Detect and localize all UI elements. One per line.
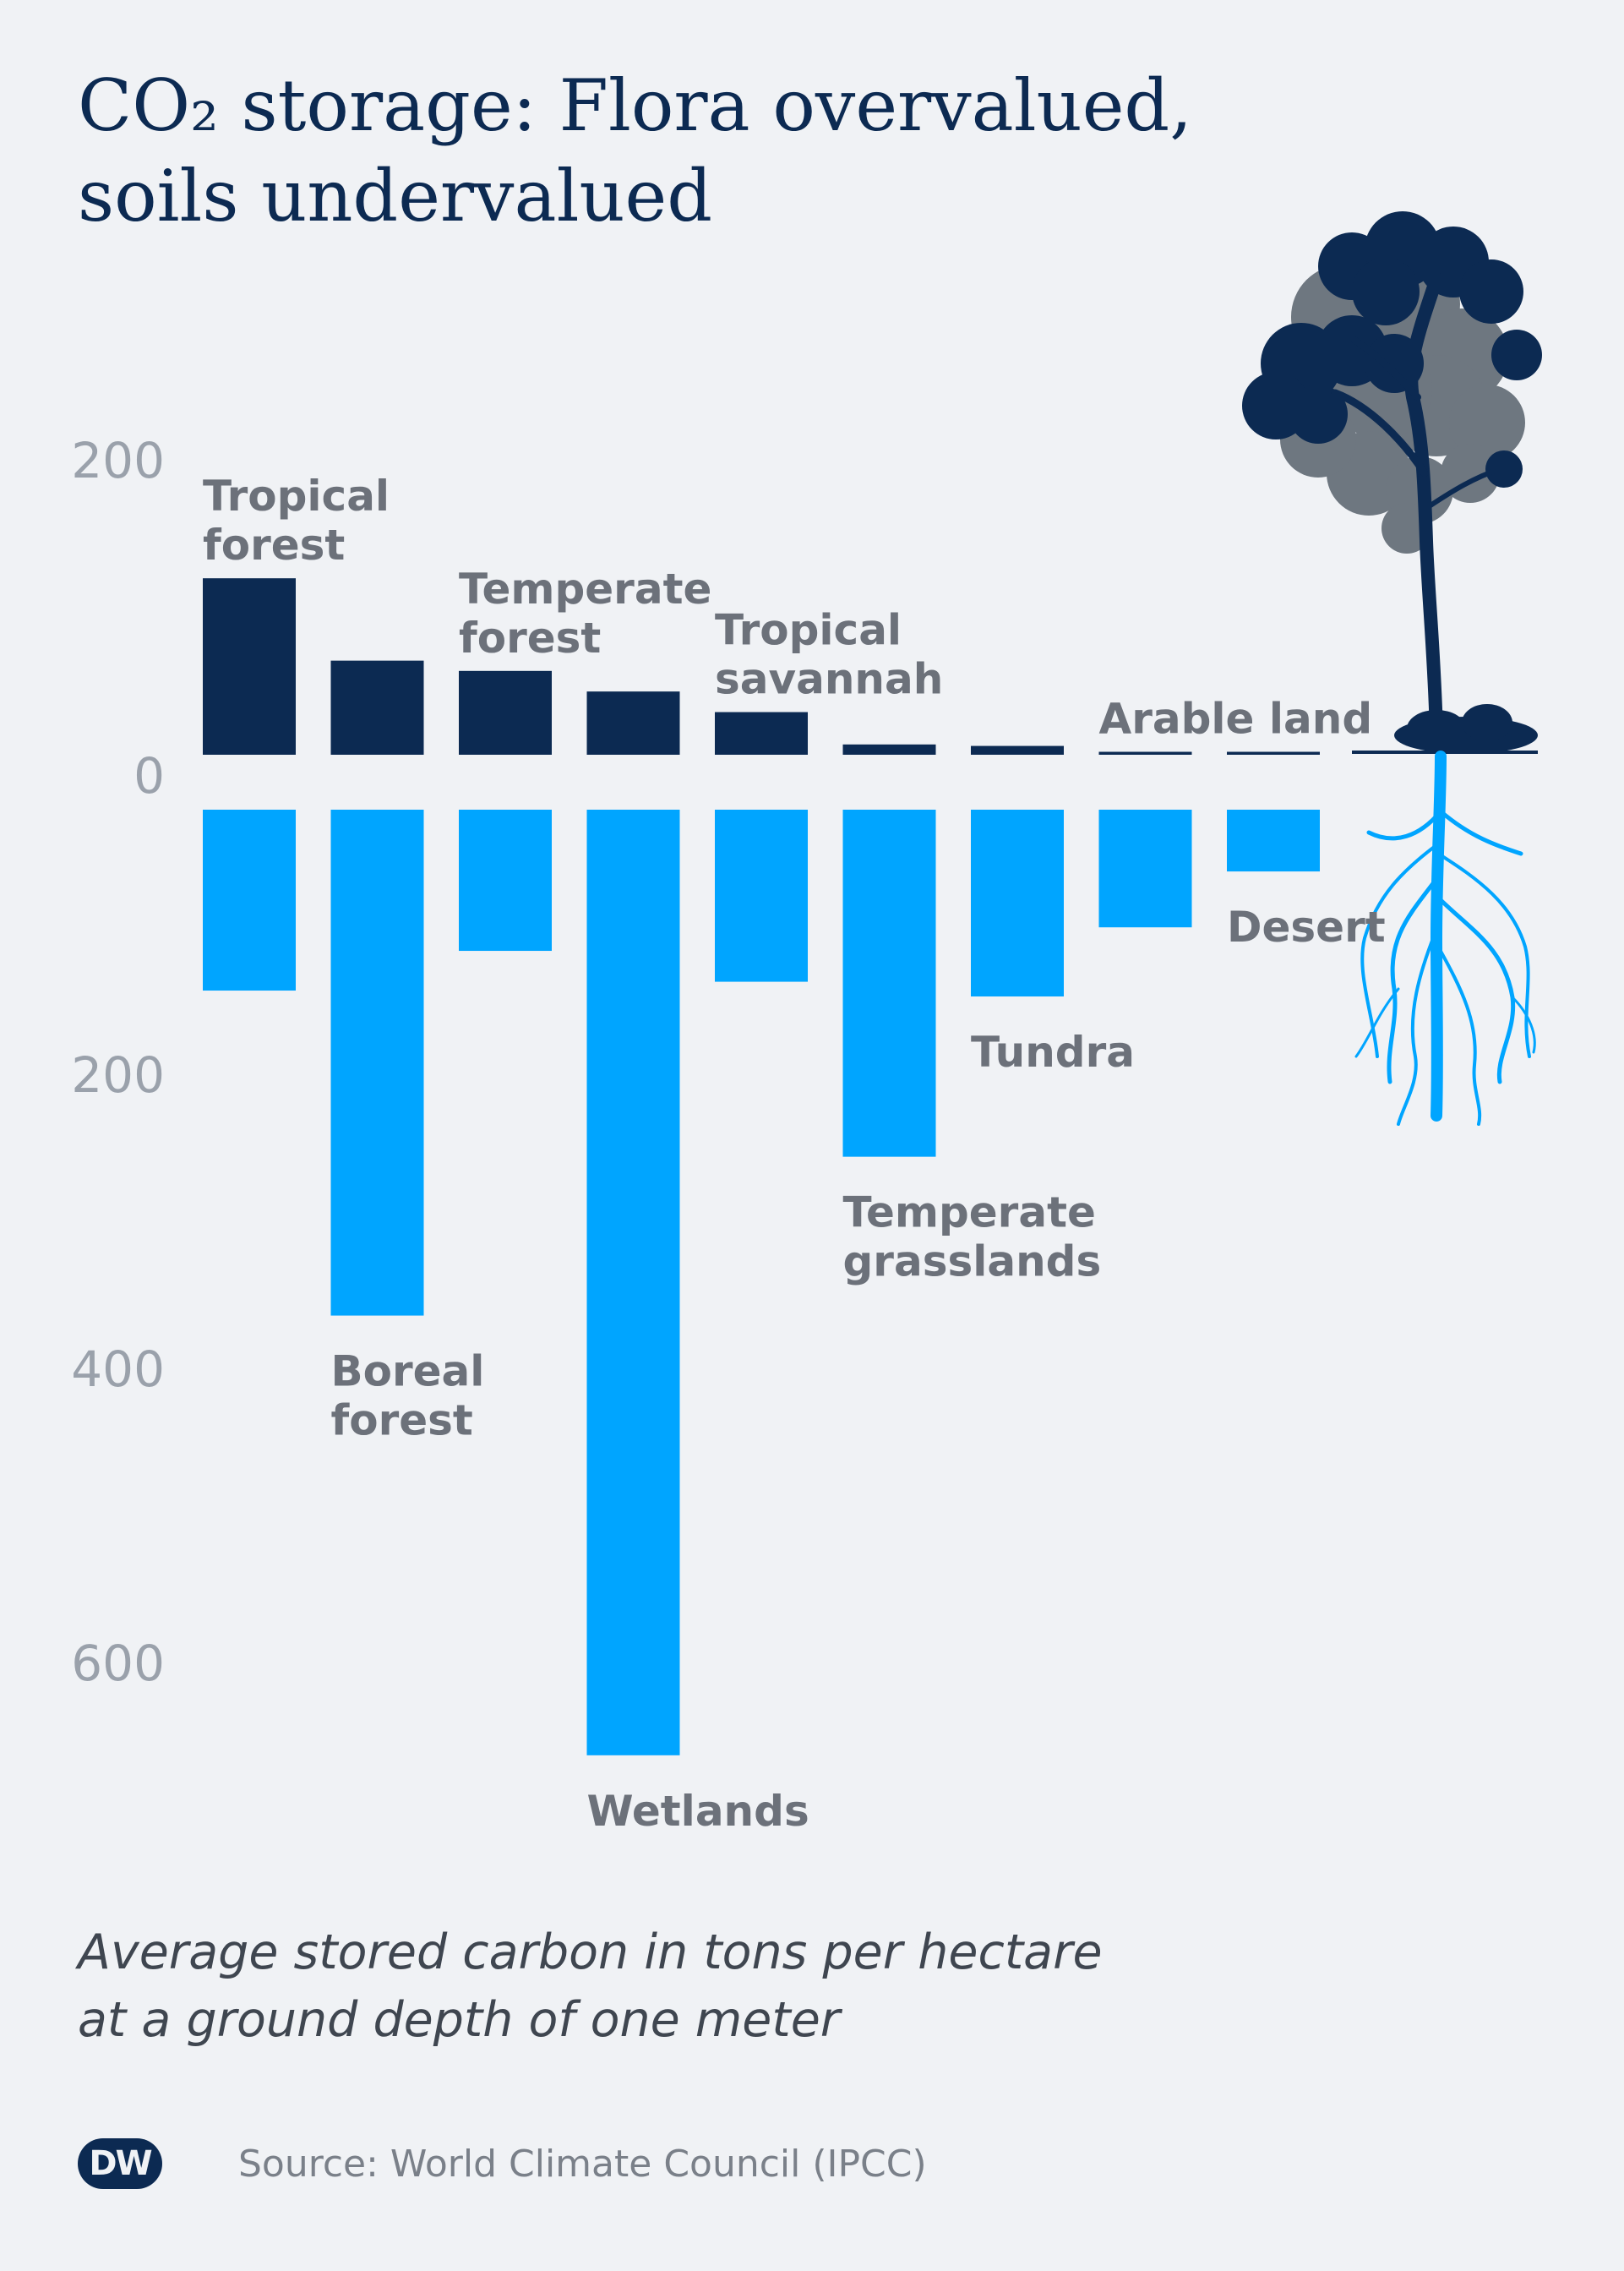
category-label: Tropical forest	[203, 472, 390, 570]
category-label: Tundra	[971, 1028, 1135, 1077]
bar-vegetation	[459, 670, 552, 755]
category-label: Tropical savannah	[715, 606, 943, 704]
bar-vegetation	[586, 691, 680, 755]
y-tick-top: 200	[71, 432, 165, 489]
bar-soil	[1227, 810, 1320, 872]
y-tick-bottom: 400	[71, 1340, 165, 1398]
dw-logo: DW	[78, 2138, 162, 2189]
category-label-line: forest	[459, 614, 601, 663]
category-label: Wetlands	[587, 1787, 809, 1836]
tree-roots	[1354, 751, 1536, 1126]
bar-vegetation	[1227, 751, 1320, 755]
tree-illustration	[1242, 211, 1542, 1126]
source-credit: Source: World Climate Council (IPCC)	[238, 2142, 927, 2186]
footer: DW Source: World Climate Council (IPCC)	[78, 2134, 927, 2193]
chart-title: CO₂ storage: Flora overvalued, soils und…	[78, 61, 1430, 242]
category-label-line: Arable land	[1099, 695, 1373, 744]
bar-vegetation	[203, 578, 296, 755]
y-tick-bottom: 0	[134, 747, 165, 805]
bar-soil	[330, 810, 424, 1316]
tree-trunk	[1331, 272, 1502, 742]
y-axis: 200 0 200 400 600	[71, 432, 165, 1692]
chart-title-line1: CO₂ storage: Flora overvalued,	[78, 64, 1192, 147]
category-label: Desert	[1227, 903, 1386, 952]
bar-vegetation	[1098, 751, 1192, 755]
caption-line1: Average stored carbon in tons per hectar…	[78, 1924, 1103, 1980]
tree-ground-shrub	[1352, 704, 1538, 754]
category-label: Temperate forest	[459, 565, 711, 663]
category-label: Arable land	[1099, 695, 1373, 744]
bar-soil	[715, 810, 808, 982]
category-label-line: Desert	[1227, 903, 1386, 952]
category-label-line: Tropical	[203, 472, 390, 521]
category-label-line: savannah	[715, 655, 943, 704]
category-label: Temperate grasslands	[843, 1188, 1102, 1286]
category-label-line: grasslands	[843, 1237, 1102, 1286]
category-label-line: Boreal	[331, 1347, 485, 1396]
caption-line2: at a ground depth of one meter	[78, 1992, 841, 2048]
category-label-line: Temperate	[459, 565, 711, 614]
bar-soil	[842, 810, 936, 1157]
category-label-line: Wetlands	[587, 1787, 809, 1836]
bar-soil	[586, 810, 680, 1755]
bar-soil	[203, 810, 296, 991]
bar-soil	[459, 810, 552, 952]
y-tick-bottom: 600	[71, 1635, 165, 1692]
category-label-line: Tropical	[715, 606, 902, 655]
bar-soil	[971, 810, 1064, 996]
category-label-line: forest	[331, 1396, 473, 1445]
y-tick-bottom: 200	[71, 1046, 165, 1104]
category-label-line: forest	[203, 521, 345, 570]
bar-vegetation	[715, 712, 808, 755]
category-label: Boreal forest	[331, 1347, 485, 1445]
bars	[203, 578, 1320, 1755]
category-label-line: Tundra	[971, 1028, 1135, 1077]
chart-title-line2: soils undervalued	[78, 155, 713, 237]
chart-caption: Average stored carbon in tons per hectar…	[78, 1919, 1103, 2054]
bar-vegetation	[971, 745, 1064, 755]
bar-vegetation	[842, 744, 936, 755]
category-label-line: Temperate	[843, 1188, 1096, 1237]
bar-vegetation	[330, 660, 424, 755]
bar-soil	[1098, 810, 1192, 928]
